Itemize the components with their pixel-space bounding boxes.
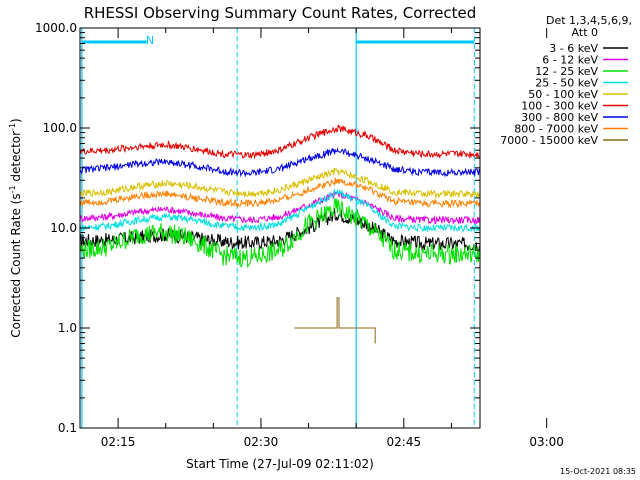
series-line-1: [79, 189, 481, 225]
y-axis-label: Corrected Count Rate (s-1 detector-1): [8, 118, 23, 337]
y-tick-label: 1.0: [58, 321, 77, 335]
y-tick-label: 100.0: [43, 121, 77, 135]
legend-label: 25 - 50 keV: [535, 77, 598, 90]
y-tick-label: 0.1: [58, 421, 77, 435]
chart-title: RHESSI Observing Summary Count Rates, Co…: [84, 4, 477, 22]
annotation-label: N: [146, 34, 154, 47]
plot-frame: [79, 27, 481, 429]
y-axis: 0.1 1.0 10.0 100.0 1000.0: [35, 21, 480, 435]
plot-area: N: [79, 28, 481, 428]
series-line-4: [79, 166, 481, 200]
series-line-3: [79, 188, 481, 233]
series-line-5: [79, 124, 481, 160]
x-tick-label: 02:45: [387, 435, 422, 449]
legend-label: 6 - 12 keV: [542, 54, 598, 67]
x-axis-label: Start Time (27-Jul-09 02:11:02): [186, 457, 374, 471]
legend-label: 12 - 25 keV: [535, 65, 598, 78]
legend-label: 7000 - 15000 keV: [500, 134, 598, 147]
footer-timestamp: 15-Oct-2021 08:35: [560, 467, 636, 476]
y-tick-label: 10.0: [50, 221, 77, 235]
x-tick-label: 02:15: [101, 435, 136, 449]
legend-label: 3 - 6 keV: [549, 42, 598, 55]
legend-label: 100 - 300 keV: [521, 100, 598, 113]
series-line-8: [294, 297, 376, 344]
series-line-2: [79, 198, 481, 268]
legend-label: 300 - 800 keV: [521, 111, 598, 124]
y-tick-label: 1000.0: [35, 21, 77, 35]
legend-label: 800 - 7000 keV: [514, 123, 598, 136]
legend-header-line-2: Att 0: [572, 26, 598, 39]
series-line-7: [79, 177, 481, 209]
legend-label: 50 - 100 keV: [528, 88, 598, 101]
legend-header-line-1: Det 1,3,4,5,6,9,: [546, 14, 632, 27]
x-tick-label: 02:30: [244, 435, 279, 449]
series-line-6: [79, 147, 481, 178]
x-tick-label: 03:00: [529, 435, 564, 449]
